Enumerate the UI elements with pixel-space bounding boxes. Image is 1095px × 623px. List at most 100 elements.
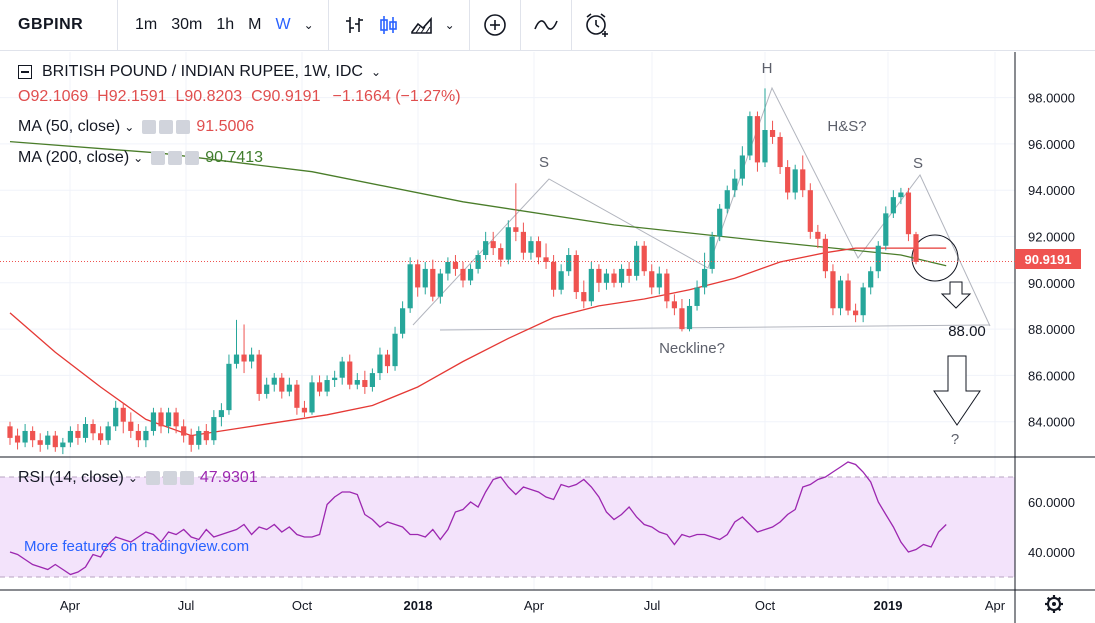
candle-body [898, 192, 904, 198]
target-label: 88.00 [948, 323, 986, 340]
candle-body [90, 424, 96, 434]
rsi-controls[interactable] [145, 471, 194, 485]
candle-body [75, 430, 81, 438]
candle-body [316, 382, 323, 392]
candle-body [218, 410, 224, 418]
candle-body [558, 271, 564, 290]
candle-body [807, 190, 813, 232]
bars-icon[interactable] [337, 8, 371, 42]
candle-body [785, 167, 791, 193]
candle-body [294, 384, 300, 408]
chart-type-group: ⌄ [329, 0, 470, 50]
interval-30m[interactable]: 30m [171, 16, 203, 33]
candle-body [573, 255, 579, 293]
candle-body [286, 384, 292, 392]
ma50-line [9, 247, 947, 437]
candle-body [535, 241, 542, 258]
candle-body [226, 363, 232, 411]
close-icon[interactable] [176, 120, 191, 134]
close-icon[interactable] [179, 471, 194, 485]
candle-body [128, 421, 134, 431]
close-icon[interactable] [185, 151, 200, 165]
candle-body [890, 197, 896, 214]
add-indicator-icon[interactable] [478, 8, 512, 42]
series-title: BRITISH POUND / INDIAN RUPEE, 1W, IDC [42, 63, 363, 80]
time-tick-label: Jul [178, 598, 195, 613]
candles-icon[interactable] [371, 8, 405, 42]
settings-gear-icon[interactable] [1045, 595, 1063, 613]
candle-body [588, 268, 594, 302]
compare-wave-icon[interactable] [529, 8, 563, 42]
alert-group [572, 0, 622, 50]
candle-body [14, 435, 21, 443]
price-tick-label: 84.0000 [1028, 415, 1075, 430]
candle-body [264, 384, 270, 394]
area-chart-icon[interactable] [405, 8, 439, 42]
candle-body [233, 354, 240, 364]
candle-body [301, 407, 308, 413]
eye-icon[interactable] [142, 120, 157, 134]
rsi-line [9, 461, 947, 576]
candle-body [603, 273, 610, 283]
ma200-label[interactable]: MA (200, close) [18, 149, 130, 166]
candle-body [913, 234, 919, 262]
candle-body [324, 380, 330, 392]
head-label: H [762, 60, 773, 77]
candle-body [241, 354, 247, 362]
interval-dropdown-icon[interactable]: ⌄ [303, 18, 314, 32]
gear-icon[interactable] [168, 151, 183, 165]
rsi-chevron-icon[interactable]: ⌄ [127, 471, 138, 485]
eye-icon[interactable] [151, 151, 166, 165]
candle-body [739, 155, 745, 179]
price-tick-label: 90.0000 [1028, 276, 1075, 291]
interval-week[interactable]: W [275, 16, 291, 33]
candle-body [467, 268, 474, 281]
time-tick-label: Jul [644, 598, 661, 613]
series-title-chevron-icon[interactable]: ⌄ [370, 65, 381, 79]
ma200-chevron-icon[interactable]: ⌄ [133, 151, 144, 165]
price-tick-label: 92.0000 [1028, 230, 1075, 245]
candle-body [30, 430, 36, 441]
candle-body [664, 273, 670, 302]
ma200-controls[interactable] [151, 151, 200, 165]
candle-body [618, 268, 625, 283]
time-tick-label: 2018 [404, 598, 433, 613]
candle-body [762, 130, 768, 163]
pattern-name-label: H&S? [827, 118, 866, 135]
candle-body [875, 245, 881, 272]
candle-body [143, 430, 149, 441]
candle-body [709, 236, 715, 269]
ma50-label[interactable]: MA (50, close) [18, 118, 121, 135]
price-tick-label: 86.0000 [1028, 368, 1075, 383]
interval-1h[interactable]: 1h [216, 16, 235, 33]
candle-body [98, 433, 104, 441]
candle-body [830, 271, 836, 309]
alarm-clock-icon[interactable] [580, 8, 614, 42]
candle-body [113, 407, 119, 427]
ma50-controls[interactable] [142, 120, 191, 134]
rsi-label[interactable]: RSI (14, close) [18, 469, 124, 486]
candle-body [120, 407, 126, 422]
chart-type-dropdown-icon[interactable]: ⌄ [444, 18, 455, 32]
interval-month[interactable]: M [248, 16, 262, 33]
candle-body [82, 424, 89, 438]
gear-icon[interactable] [159, 120, 174, 134]
legend-ma200-row: MA (200, close) ⌄ 90.7413 [18, 149, 263, 167]
ma50-chevron-icon[interactable]: ⌄ [124, 120, 135, 134]
candle-body [581, 292, 587, 302]
candle-body [777, 136, 783, 168]
candle-body [483, 241, 489, 256]
candle-body [445, 261, 451, 274]
left-shoulder-label: S [539, 154, 549, 171]
interval-1m[interactable]: 1m [135, 16, 158, 33]
candle-body [22, 430, 28, 443]
ma50-value: 91.5006 [196, 118, 255, 135]
tradingview-watermark[interactable]: More features on tradingview.com [24, 538, 250, 555]
collapse-legend-icon[interactable] [18, 65, 32, 79]
symbol-search-button[interactable]: GBPINR [0, 0, 118, 50]
candle-body [354, 380, 360, 385]
rsi-band [0, 477, 1015, 577]
eye-icon[interactable] [145, 471, 160, 485]
gear-icon[interactable] [162, 471, 177, 485]
